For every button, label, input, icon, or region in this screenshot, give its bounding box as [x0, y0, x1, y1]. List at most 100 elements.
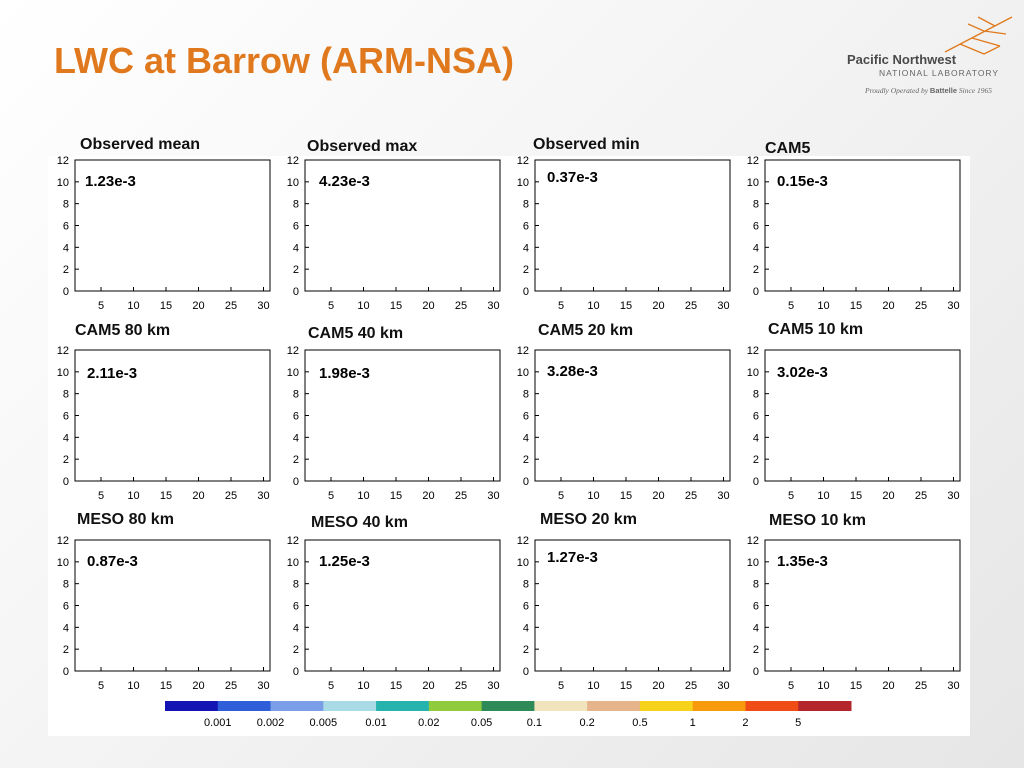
panel-6: 0 2 4 6 8 10 12 5 10 15 20 25 30 1.98e-3: [287, 345, 501, 502]
tagline-suffix: Since 1965: [958, 86, 993, 95]
panel-title: Observed max: [307, 138, 418, 155]
y-tick-label: 10: [287, 367, 299, 379]
y-tick-label: 12: [747, 155, 759, 167]
y-tick-label: 6: [63, 411, 69, 423]
x-tick-label: 10: [127, 300, 139, 312]
logo-network-icon: [944, 16, 1013, 55]
y-tick-label: 4: [293, 622, 299, 634]
logo-tagline: Proudly Operated by Battelle Since 1965: [865, 86, 992, 95]
x-tick-label: 10: [357, 680, 369, 692]
panel-value: 1.98e-3: [319, 365, 370, 382]
y-tick-label: 6: [753, 411, 759, 423]
y-tick-label: 0: [63, 666, 69, 678]
x-tick-label: 10: [127, 490, 139, 502]
x-tick-label: 15: [390, 680, 402, 692]
y-tick-label: 12: [517, 345, 529, 357]
y-tick-label: 6: [523, 221, 529, 233]
panel-11: 0 2 4 6 8 10 12 5 10 15 20 25 30 1.27e-3: [517, 535, 731, 692]
y-tick-label: 2: [753, 644, 759, 656]
y-tick-label: 4: [753, 242, 759, 254]
y-tick-label: 8: [753, 199, 759, 211]
x-tick-label: 30: [717, 680, 729, 692]
colorbar-label: 0.05: [471, 717, 492, 729]
colorbar-label: 1: [690, 717, 696, 729]
x-tick-label: 30: [717, 300, 729, 312]
panel-title: MESO 40 km: [311, 514, 408, 531]
panel-title: CAM5 10 km: [768, 321, 864, 338]
y-tick-label: 6: [293, 221, 299, 233]
colorbar-label: 0.002: [257, 717, 285, 729]
colorbar-label: 0.2: [580, 717, 595, 729]
colorbar-label: 0.005: [310, 717, 338, 729]
x-tick-label: 15: [160, 490, 172, 502]
x-tick-label: 25: [455, 490, 467, 502]
y-tick-label: 0: [523, 476, 529, 488]
panel-5: 0 2 4 6 8 10 12 5 10 15 20 25 30 2.11e-3: [57, 345, 271, 502]
y-tick-label: 12: [57, 345, 69, 357]
colorbar-swatch: [428, 701, 483, 711]
y-tick-label: 8: [753, 579, 759, 591]
x-tick-label: 25: [225, 680, 237, 692]
y-tick-label: 12: [747, 535, 759, 547]
panel-value: 3.02e-3: [777, 364, 828, 381]
x-tick-label: 25: [455, 300, 467, 312]
x-tick-label: 20: [192, 300, 204, 312]
x-tick-label: 15: [160, 680, 172, 692]
y-tick-label: 6: [753, 221, 759, 233]
y-tick-label: 0: [753, 286, 759, 298]
y-tick-label: 4: [63, 432, 69, 444]
panel-title: MESO 20 km: [540, 511, 637, 528]
x-tick-label: 5: [98, 300, 104, 312]
y-tick-label: 12: [57, 155, 69, 167]
y-tick-label: 10: [57, 177, 69, 189]
y-tick-label: 0: [293, 476, 299, 488]
panel-title: CAM5: [765, 140, 811, 157]
x-tick-label: 30: [947, 300, 959, 312]
y-tick-label: 8: [63, 199, 69, 211]
x-tick-label: 15: [390, 300, 402, 312]
x-tick-label: 30: [257, 490, 269, 502]
plot-frame: [304, 159, 501, 292]
x-tick-label: 5: [558, 680, 564, 692]
y-tick-label: 0: [523, 666, 529, 678]
y-tick-label: 4: [523, 622, 529, 634]
x-tick-label: 30: [947, 680, 959, 692]
x-tick-label: 5: [558, 300, 564, 312]
panel-4: 0 2 4 6 8 10 12 5 10 15 20 25 30 0.15e-3: [747, 155, 961, 312]
panel-value: 1.25e-3: [319, 553, 370, 570]
panel-value: 0.15e-3: [777, 173, 828, 190]
plot-frame: [304, 539, 501, 672]
x-tick-label: 20: [422, 300, 434, 312]
y-tick-label: 8: [293, 389, 299, 401]
y-tick-label: 0: [523, 286, 529, 298]
x-tick-label: 30: [257, 300, 269, 312]
y-tick-label: 10: [747, 177, 759, 189]
x-tick-label: 25: [685, 680, 697, 692]
colorbar-swatch: [639, 701, 694, 711]
tagline-prefix: Proudly Operated by: [865, 86, 929, 95]
panel-value: 0.37e-3: [547, 169, 598, 186]
x-tick-label: 10: [817, 680, 829, 692]
x-tick-label: 30: [487, 300, 499, 312]
y-tick-label: 2: [63, 264, 69, 276]
y-tick-label: 2: [523, 264, 529, 276]
x-tick-label: 25: [225, 300, 237, 312]
x-tick-label: 5: [788, 300, 794, 312]
y-tick-label: 2: [63, 644, 69, 656]
x-tick-label: 5: [328, 300, 334, 312]
x-tick-label: 30: [487, 490, 499, 502]
colorbar-swatch: [534, 701, 588, 711]
slide-title: LWC at Barrow (ARM-NSA): [54, 40, 514, 81]
plot-frame: [764, 349, 961, 482]
y-tick-label: 6: [293, 601, 299, 613]
y-tick-label: 10: [747, 557, 759, 569]
plot-frame: [764, 539, 961, 672]
y-tick-label: 8: [523, 199, 529, 211]
colorbar-label: 0.5: [632, 717, 647, 729]
y-tick-label: 10: [57, 367, 69, 379]
y-tick-label: 0: [63, 476, 69, 488]
panel-title: CAM5 20 km: [538, 322, 634, 339]
y-tick-label: 10: [287, 557, 299, 569]
colorbar-label: 0.01: [365, 717, 386, 729]
y-tick-label: 4: [523, 242, 529, 254]
